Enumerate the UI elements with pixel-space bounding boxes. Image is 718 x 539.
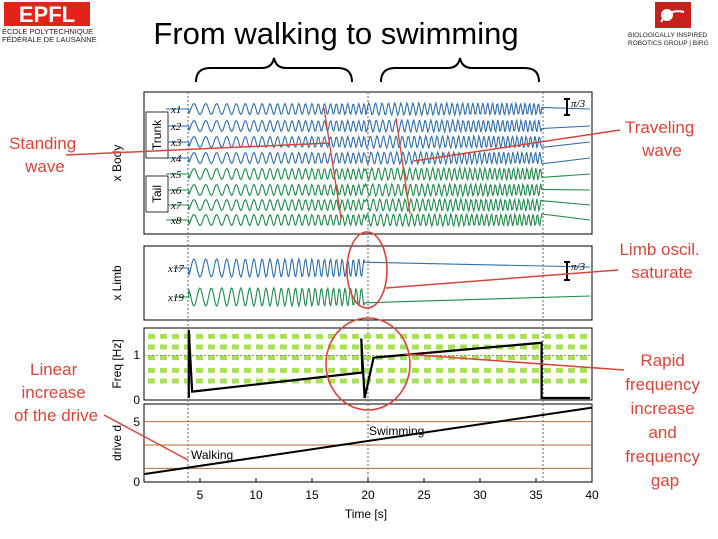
body-trace-7: [166, 196, 591, 214]
drive-panel: [143, 403, 593, 483]
freq-ylabel: Freq [Hz]: [110, 339, 124, 388]
drive-xlabel: Time [s]: [345, 507, 387, 521]
trunk-label: Trunk: [150, 119, 164, 150]
limb-traces: [174, 256, 591, 309]
traveling-wave-marker: [395, 117, 411, 215]
limb-scale-label: π/3: [571, 261, 586, 273]
xtick-label-5: 5: [197, 488, 204, 502]
drive-layer: [143, 406, 593, 476]
brace-swimming: [380, 57, 540, 83]
birg-logo-line1: BIOLOGICALLY INSPIRED: [628, 32, 708, 39]
trunk-box: [145, 111, 169, 159]
xtick-label-25: 25: [417, 488, 431, 502]
body-series-label-3: x3: [170, 137, 182, 149]
body-traces: [166, 100, 591, 229]
traveling-pointer: [413, 129, 621, 162]
epfl-logo-mark-bg: [4, 2, 90, 26]
xtick-label-15: 15: [305, 488, 319, 502]
freq-ytick-0: 0: [133, 393, 140, 407]
swimming-label: Swimming: [369, 424, 424, 438]
body-series-label-2: x2: [170, 121, 182, 133]
body-series-label-4: x4: [170, 153, 182, 165]
drive-xticks: 5 10 15 20 25 30 35 40: [197, 478, 599, 502]
annotation-limb: Limb oscil. saturate: [619, 240, 704, 282]
body-scale-bar: π/3: [564, 98, 586, 116]
brace-walking: [195, 57, 353, 83]
standing-wave-marker: [323, 107, 342, 219]
body-series-label-6: x6: [170, 185, 182, 197]
limb-series-labels: x17 x19: [167, 263, 184, 304]
rapid-pointer: [403, 353, 625, 371]
body-series-label-7: x7: [170, 200, 182, 212]
body-scale-label: π/3: [571, 98, 586, 110]
limb-series-label-1: x17: [167, 263, 184, 275]
slide-title: From walking to swimming: [153, 16, 518, 51]
body-trace-3: [166, 133, 591, 151]
xtick-label-10: 10: [249, 488, 263, 502]
salamander-tail-icon: [660, 10, 685, 23]
limb-series-label-2: x19: [167, 292, 184, 304]
walking-label: Walking: [191, 448, 233, 462]
standing-pointer: [65, 142, 331, 156]
body-series-labels: x1 x2 x3 x4 x5 x6 x7 x8: [170, 104, 182, 227]
body-trace-6: [166, 181, 591, 199]
drive-ytick-0: 0: [133, 475, 140, 489]
epfl-logo-line2: FÉDÉRALE DE LAUSANNE: [2, 35, 97, 44]
body-trace-8: [166, 212, 591, 229]
linear-pointer: [103, 414, 189, 461]
body-series-label-5: x5: [170, 169, 182, 181]
birg-logo-line2: ROBOTICS GROUP | BIRG: [628, 40, 709, 47]
limb-trace-2: [174, 286, 591, 309]
drive-line: [143, 406, 593, 476]
freq-layer: [144, 329, 592, 400]
body-trace-2: [166, 117, 591, 134]
limb-ylabel: x Limb: [110, 265, 124, 301]
transition-lines: [187, 92, 544, 482]
annotation-traveling: Traveling wave: [625, 118, 699, 160]
tail-label: Tail: [150, 185, 164, 203]
epfl-logo: EPFL ÉCOLE POLYTECHNIQUE FÉDÉRALE DE LAU…: [2, 2, 97, 44]
freq-gap-circle: [325, 317, 411, 411]
xtick-label-40: 40: [585, 488, 599, 502]
annotation-standing: Standing wave: [9, 134, 81, 176]
freq-ytick-1: 1: [133, 348, 140, 362]
limb-saturation-circle: [346, 231, 388, 309]
body-trace-4: [166, 149, 591, 167]
body-series-label-8: x8: [170, 215, 182, 227]
birg-logo: BIOLOGICALLY INSPIRED ROBOTICS GROUP | B…: [628, 2, 709, 47]
freq-trace: [187, 329, 590, 400]
epfl-logo-line1: ÉCOLE POLYTECHNIQUE: [2, 27, 93, 36]
epfl-logo-mark: EPFL: [19, 2, 75, 27]
drive-ytick-5: 5: [133, 415, 140, 429]
body-trace-5: [166, 165, 591, 183]
drive-ylabel: drive d: [110, 425, 124, 461]
annotation-rapid: Rapid frequency increase and frequency g…: [625, 351, 704, 490]
body-series-label-1: x1: [170, 104, 181, 116]
limb-pointer: [385, 269, 619, 289]
annotation-linear: Linear increase of the drive: [14, 360, 98, 425]
xtick-label-35: 35: [529, 488, 543, 502]
xtick-label-20: 20: [361, 488, 375, 502]
limb-trace-1: [174, 256, 591, 279]
tail-box: [145, 175, 169, 213]
limb-scale-bar: π/3: [564, 261, 586, 281]
body-ylabel: x Body: [110, 145, 124, 182]
xtick-label-30: 30: [473, 488, 487, 502]
body-trace-1: [166, 100, 591, 118]
